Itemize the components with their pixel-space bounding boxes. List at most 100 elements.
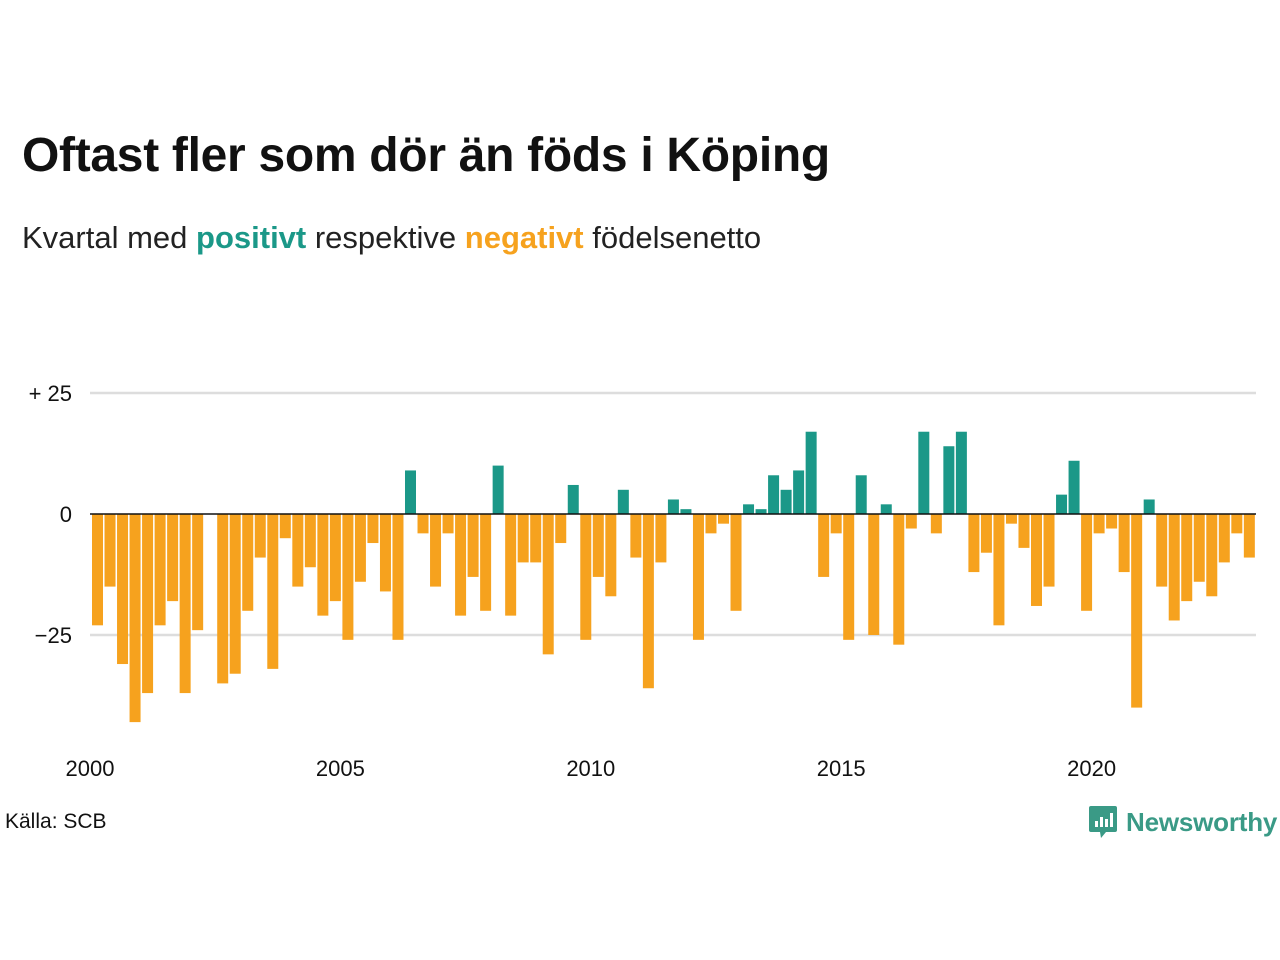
x-tick-label: 2020	[1067, 756, 1116, 781]
bar-negative	[1206, 514, 1218, 597]
bar-negative	[505, 514, 517, 616]
bar-negative	[217, 514, 229, 684]
bar-positive	[1068, 460, 1080, 514]
bars	[92, 431, 1255, 723]
bar-negative	[542, 514, 554, 655]
bar-positive	[855, 475, 867, 514]
chart-title: Oftast fler som dör än föds i Köping	[22, 129, 830, 182]
bar-negative	[980, 514, 992, 553]
bar-negative	[279, 514, 291, 539]
bar-positive	[768, 475, 780, 514]
bar-negative	[430, 514, 442, 587]
bar-negative	[1193, 514, 1205, 582]
bar-negative	[1243, 514, 1255, 558]
bar-negative	[342, 514, 354, 640]
subtitle-text-before: Kvartal med	[22, 220, 197, 255]
bar-negative	[843, 514, 855, 640]
bar-positive	[617, 489, 629, 514]
bar-negative	[167, 514, 179, 602]
bar-negative	[417, 514, 429, 534]
bar-positive	[805, 431, 817, 514]
bar-positive	[755, 509, 767, 514]
chart-subtitle: Kvartal med positivt respektive negativt…	[22, 220, 761, 256]
bar-negative	[1106, 514, 1118, 529]
bar-negative	[1231, 514, 1243, 534]
bar-negative	[655, 514, 667, 563]
bar-negative	[354, 514, 366, 582]
bar-negative	[1156, 514, 1168, 587]
subtitle-text-middle: respektive	[306, 220, 465, 255]
bar-positive	[567, 484, 579, 514]
bar-negative	[1118, 514, 1130, 573]
bar-negative	[142, 514, 154, 694]
bar-negative	[1043, 514, 1055, 587]
bar-negative	[1181, 514, 1193, 602]
bar-negative	[267, 514, 279, 669]
bar-negative	[455, 514, 467, 616]
bar-positive	[793, 470, 805, 514]
bar-negative	[467, 514, 479, 577]
bar-positive	[667, 499, 679, 514]
bar-positive	[405, 470, 416, 514]
x-tick-label: 2000	[66, 756, 115, 781]
bar-positive	[743, 504, 755, 514]
bar-negative	[642, 514, 654, 689]
bar-positive	[1143, 499, 1155, 514]
subtitle-text-after: födelsenetto	[583, 220, 762, 255]
x-tick-label: 2015	[817, 756, 866, 781]
bar-negative	[893, 514, 905, 645]
bar-negative	[392, 514, 404, 640]
bar-negative	[730, 514, 742, 611]
bar-negative	[605, 514, 617, 597]
bar-negative	[630, 514, 642, 558]
bar-negative	[580, 514, 592, 640]
births-deaths-bar-chart: + 25 0 −25 2000 2005 2010 2015 2020	[29, 381, 1256, 781]
y-tick-label: −25	[35, 623, 72, 648]
bar-negative	[92, 514, 103, 626]
bar-negative	[379, 514, 391, 592]
bar-positive	[943, 446, 955, 514]
bar-positive	[492, 465, 504, 514]
bar-negative	[692, 514, 704, 640]
bar-negative	[718, 514, 729, 524]
y-tick-label: + 25	[29, 381, 72, 406]
bar-negative	[705, 514, 717, 534]
subtitle-negative-word: negativt	[464, 220, 584, 255]
bar-negative	[129, 514, 141, 723]
bar-negative	[1218, 514, 1230, 563]
bar-negative	[905, 514, 917, 529]
bar-positive	[780, 489, 792, 514]
bar-negative	[179, 514, 191, 694]
bar-negative	[968, 514, 980, 573]
x-tick-label: 2010	[566, 756, 615, 781]
bar-negative	[830, 514, 842, 534]
bar-positive	[880, 504, 892, 514]
x-tick-label: 2005	[316, 756, 365, 781]
bar-negative	[242, 514, 254, 611]
bar-negative	[317, 514, 329, 616]
newsworthy-logo-icon	[1089, 806, 1117, 838]
brand-logo[interactable]: Newsworthy	[1088, 804, 1277, 840]
bar-negative	[1005, 514, 1017, 524]
bar-negative	[993, 514, 1005, 626]
bar-positive	[955, 431, 967, 514]
bar-negative	[1081, 514, 1093, 611]
bar-negative	[329, 514, 341, 602]
bar-negative	[117, 514, 129, 665]
bar-negative	[517, 514, 529, 563]
bar-negative	[868, 514, 880, 635]
bar-negative	[192, 514, 204, 631]
bar-positive	[680, 509, 692, 514]
y-tick-label: 0	[60, 502, 72, 527]
axes: + 25 0 −25 2000 2005 2010 2015 2020	[29, 381, 1256, 781]
brand-name: Newsworthy	[1126, 806, 1278, 837]
bar-negative	[1093, 514, 1105, 534]
bar-negative	[442, 514, 454, 534]
bar-positive	[1056, 494, 1068, 514]
bar-negative	[292, 514, 304, 587]
bar-negative	[367, 514, 379, 544]
bar-negative	[1018, 514, 1030, 548]
bar-negative	[154, 514, 166, 626]
bar-negative	[304, 514, 316, 568]
bar-negative	[930, 514, 942, 534]
